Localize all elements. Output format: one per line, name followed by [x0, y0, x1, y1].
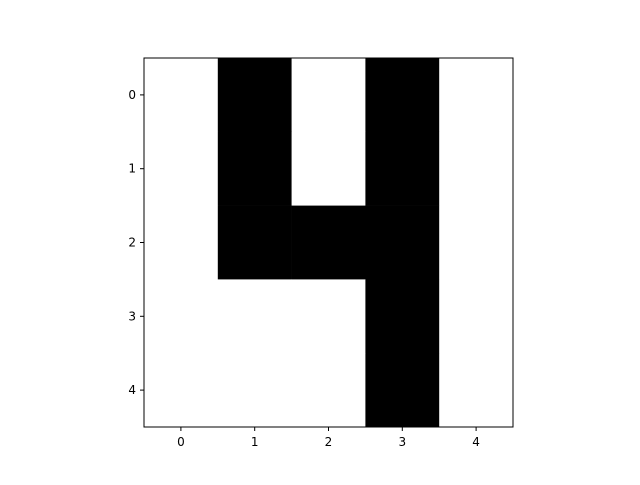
heatmap-cell-r1-c1: [217, 131, 292, 206]
x-axis-ticks: 0 1 2 3 4: [177, 427, 480, 449]
y-tick-label: 0: [128, 88, 136, 102]
y-axis-ticks: 0 1 2 3 4: [128, 88, 144, 397]
y-tick-label: 1: [128, 162, 136, 176]
heatmap-cell-r4-c1: [217, 353, 292, 428]
heatmap-cells: [144, 58, 514, 428]
heatmap-cell-r0-c0: [144, 58, 219, 133]
x-tick-label: 0: [177, 435, 185, 449]
heatmap-cell-r0-c4: [439, 58, 514, 133]
heatmap-cell-r1-c2: [291, 131, 366, 206]
heatmap-cell-r3-c0: [144, 279, 219, 354]
heatmap-cell-r1-c4: [439, 131, 514, 206]
x-tick-label: 4: [472, 435, 480, 449]
heatmap-cell-r4-c0: [144, 353, 219, 428]
y-tick-label: 3: [128, 309, 136, 323]
x-tick-label: 2: [325, 435, 333, 449]
heatmap-cell-r3-c3: [365, 279, 440, 354]
heatmap-cell-r2-c3: [365, 205, 440, 280]
heatmap-cell-r4-c2: [291, 353, 366, 428]
heatmap-cell-r1-c0: [144, 131, 219, 206]
heatmap-cell-r3-c2: [291, 279, 366, 354]
heatmap-cell-r0-c2: [291, 58, 366, 133]
y-tick-label: 4: [128, 383, 136, 397]
x-tick-label: 3: [398, 435, 406, 449]
y-tick-label: 2: [128, 236, 136, 250]
heatmap-cell-r1-c3: [365, 131, 440, 206]
heatmap-cell-r4-c4: [439, 353, 514, 428]
heatmap-cell-r2-c4: [439, 205, 514, 280]
heatmap-cell-r0-c1: [217, 58, 292, 133]
heatmap-cell-r0-c3: [365, 58, 440, 133]
x-tick-label: 1: [251, 435, 259, 449]
heatmap-cell-r3-c4: [439, 279, 514, 354]
heatmap-cell-r2-c0: [144, 205, 219, 280]
heatmap-cell-r2-c1: [217, 205, 292, 280]
heatmap-cell-r2-c2: [291, 205, 366, 280]
heatmap-cell-r4-c3: [365, 353, 440, 428]
heatmap-cell-r3-c1: [217, 279, 292, 354]
